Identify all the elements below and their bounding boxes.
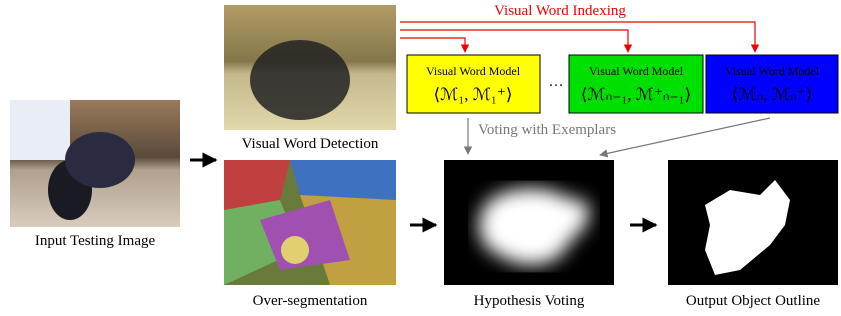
caption: Visual Word Detection bbox=[242, 136, 379, 152]
caption: Over-segmentation bbox=[253, 293, 368, 309]
model-label: Visual Word Model bbox=[426, 64, 521, 78]
voting-image bbox=[444, 160, 614, 285]
detection-image bbox=[224, 5, 396, 130]
voting-label: Voting with Exemplars bbox=[478, 122, 616, 138]
input-image bbox=[10, 100, 180, 227]
indexing-label: Visual Word Indexing bbox=[494, 3, 626, 19]
caption: Output Object Outline bbox=[686, 293, 820, 309]
model-label: Visual Word Model bbox=[725, 64, 820, 78]
caption: Hypothesis Voting bbox=[474, 293, 585, 309]
model-label: Visual Word Model bbox=[589, 64, 684, 78]
segmentation-image bbox=[224, 160, 396, 285]
caption: Input Testing Image bbox=[35, 233, 156, 249]
ellipsis: … bbox=[549, 74, 564, 90]
model-formula: ⟨ℳₙ₋₁, ℳ⁺ₙ₋₁⟩ bbox=[581, 85, 691, 104]
model-formula: ⟨ℳₙ, ℳₙ⁺⟩ bbox=[732, 85, 813, 104]
diagram: Input Testing Image Visual Word Detectio… bbox=[0, 0, 841, 316]
indexing-arrows bbox=[400, 22, 755, 52]
output-image bbox=[668, 160, 838, 285]
model-formula: ⟨ℳ₁, ℳ₁⁺⟩ bbox=[434, 85, 513, 104]
